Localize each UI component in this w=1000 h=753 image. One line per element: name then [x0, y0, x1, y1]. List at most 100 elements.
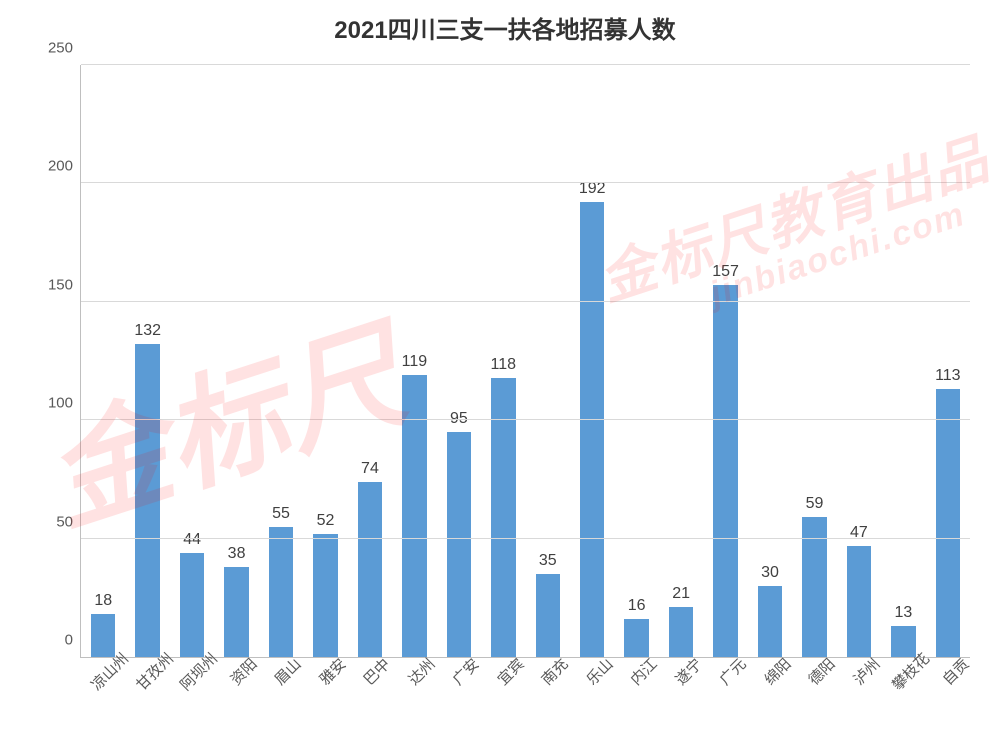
bar: 21 — [669, 607, 693, 657]
bar-series: 1813244385552741199511835192162115730594… — [81, 65, 970, 657]
bar-value-label: 55 — [272, 505, 290, 527]
bar-value-label: 192 — [579, 180, 606, 202]
y-tick-label: 150 — [48, 276, 81, 293]
gridline — [81, 182, 970, 183]
bar-slot: 30 — [748, 65, 792, 657]
x-tick-label: 内江 — [626, 653, 662, 689]
bar-slot: 13 — [881, 65, 925, 657]
x-label-slot: 南充 — [525, 658, 570, 743]
x-label-slot: 资阳 — [214, 658, 259, 743]
y-tick-label: 250 — [48, 40, 81, 57]
bar: 44 — [180, 553, 204, 657]
x-tick-label: 遂宁 — [670, 653, 706, 689]
bar: 192 — [580, 202, 604, 657]
x-label-slot: 巴中 — [347, 658, 392, 743]
bar-slot: 157 — [703, 65, 747, 657]
bar-value-label: 13 — [894, 604, 912, 626]
bar-value-label: 21 — [672, 585, 690, 607]
bar: 95 — [447, 432, 471, 657]
bar-slot: 21 — [659, 65, 703, 657]
x-label-slot: 甘孜州 — [125, 658, 170, 743]
bar: 55 — [269, 527, 293, 657]
bar: 132 — [135, 344, 159, 657]
x-tick-label: 巴中 — [359, 653, 395, 689]
bar-slot: 16 — [614, 65, 658, 657]
x-label-slot: 广元 — [703, 658, 748, 743]
x-axis-labels: 凉山州甘孜州阿坝州资阳眉山雅安巴中达州广安宜宾南充乐山内江遂宁广元绵阳德阳泸州攀… — [80, 658, 970, 743]
y-tick-label: 100 — [48, 395, 81, 412]
bar: 16 — [624, 619, 648, 657]
x-tick-label: 广元 — [715, 653, 751, 689]
bar-slot: 55 — [259, 65, 303, 657]
bar-slot: 132 — [125, 65, 169, 657]
chart-container: 2021四川三支一扶各地招募人数 18132443855527411995118… — [30, 10, 980, 743]
bar-value-label: 30 — [761, 564, 779, 586]
gridline — [81, 301, 970, 302]
bar-slot: 113 — [926, 65, 970, 657]
x-label-slot: 遂宁 — [659, 658, 704, 743]
x-label-slot: 凉山州 — [80, 658, 125, 743]
bar-value-label: 35 — [539, 552, 557, 574]
bar: 35 — [536, 574, 560, 657]
x-label-slot: 阿坝州 — [169, 658, 214, 743]
bar-value-label: 74 — [361, 460, 379, 482]
x-label-slot: 自贡 — [926, 658, 971, 743]
bar-value-label: 59 — [806, 495, 824, 517]
x-tick-label: 绵阳 — [759, 653, 795, 689]
gridline — [81, 419, 970, 420]
x-tick-label: 达州 — [403, 653, 439, 689]
bar-value-label: 157 — [712, 263, 739, 285]
bar: 52 — [313, 534, 337, 657]
x-tick-label: 广安 — [448, 653, 484, 689]
bar-slot: 52 — [303, 65, 347, 657]
x-tick-label: 眉山 — [270, 653, 306, 689]
bar-slot: 18 — [81, 65, 125, 657]
x-label-slot: 眉山 — [258, 658, 303, 743]
x-label-slot: 绵阳 — [748, 658, 793, 743]
bar: 47 — [847, 546, 871, 657]
gridline — [81, 64, 970, 65]
x-tick-label: 雅安 — [314, 653, 350, 689]
bar-value-label: 119 — [402, 353, 428, 375]
chart-title: 2021四川三支一扶各地招募人数 — [30, 10, 980, 45]
bar-slot: 59 — [792, 65, 836, 657]
bar-slot: 35 — [526, 65, 570, 657]
bar: 74 — [358, 482, 382, 657]
x-label-slot: 达州 — [392, 658, 437, 743]
x-label-slot: 泸州 — [837, 658, 882, 743]
bar-value-label: 18 — [94, 592, 112, 614]
x-label-slot: 雅安 — [303, 658, 348, 743]
x-tick-label: 自贡 — [937, 653, 973, 689]
bar-slot: 74 — [348, 65, 392, 657]
bar-value-label: 52 — [317, 512, 335, 534]
bar: 13 — [891, 626, 915, 657]
bar-value-label: 132 — [134, 322, 161, 344]
y-tick-label: 0 — [65, 632, 81, 649]
bar-value-label: 118 — [491, 356, 517, 378]
bar-slot: 95 — [437, 65, 481, 657]
bar: 119 — [402, 375, 426, 657]
bar-value-label: 16 — [628, 597, 646, 619]
bar-slot: 38 — [214, 65, 258, 657]
bar: 38 — [224, 567, 248, 657]
bar-value-label: 113 — [935, 367, 961, 389]
x-label-slot: 内江 — [614, 658, 659, 743]
x-label-slot: 乐山 — [570, 658, 615, 743]
bar-slot: 119 — [392, 65, 436, 657]
x-label-slot: 攀枝花 — [881, 658, 926, 743]
x-tick-label: 宜宾 — [492, 653, 528, 689]
x-label-slot: 广安 — [436, 658, 481, 743]
gridline — [81, 538, 970, 539]
x-tick-label: 德阳 — [804, 653, 840, 689]
x-tick-label: 资阳 — [225, 653, 261, 689]
bar-value-label: 95 — [450, 410, 468, 432]
x-label-slot: 宜宾 — [481, 658, 526, 743]
y-tick-label: 50 — [56, 513, 81, 530]
bar: 18 — [91, 614, 115, 657]
x-tick-label: 泸州 — [848, 653, 884, 689]
bar: 30 — [758, 586, 782, 657]
bar-slot: 44 — [170, 65, 214, 657]
plot-area: 1813244385552741199511835192162115730594… — [80, 65, 970, 658]
bar-slot: 192 — [570, 65, 614, 657]
bar: 157 — [713, 285, 737, 657]
